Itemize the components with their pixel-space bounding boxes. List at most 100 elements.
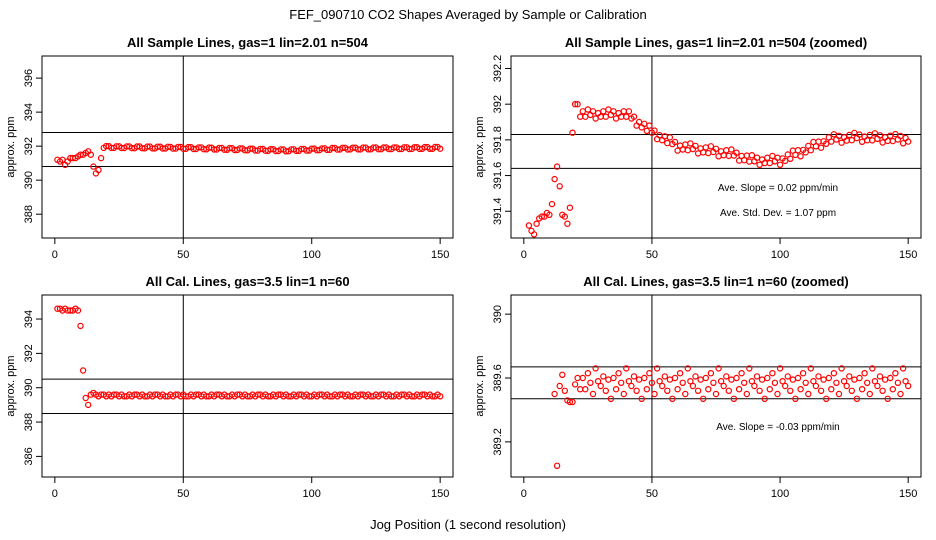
data-point (530, 231, 538, 238)
data-points (54, 305, 444, 409)
data-point (625, 378, 633, 385)
data-point (643, 386, 651, 393)
data-point (602, 113, 610, 120)
data-point (787, 155, 794, 162)
data-point (835, 390, 843, 398)
data-point (676, 370, 684, 377)
data-point (584, 106, 592, 113)
data-points (54, 142, 444, 177)
data-point (556, 183, 563, 190)
data-point (838, 365, 845, 372)
y-tick-label: 392 (23, 137, 35, 155)
x-tick-label: 100 (771, 249, 789, 261)
data-point (566, 204, 574, 211)
data-point (653, 365, 661, 372)
panel-annotation: Ave. Std. Dev. = 1.07 ppm (720, 208, 836, 219)
y-tick-label: 390 (23, 171, 35, 189)
data-point (846, 373, 853, 380)
data-point (610, 374, 617, 382)
data-point (761, 395, 768, 402)
data-point (848, 387, 856, 394)
data-point (533, 220, 540, 227)
data-point (810, 378, 817, 385)
data-point (897, 132, 904, 140)
data-point (90, 163, 97, 170)
data-point (84, 401, 92, 409)
data-point (625, 108, 633, 115)
data-point (851, 376, 858, 383)
plot-frame (510, 55, 922, 239)
data-point (866, 390, 874, 398)
x-tick-label: 0 (52, 488, 58, 500)
data-point (602, 387, 610, 394)
y-axis-label: approx. ppm (5, 116, 17, 177)
x-tick-label: 150 (431, 249, 449, 261)
data-point (869, 365, 876, 372)
data-point (825, 374, 833, 382)
panel-annotation: Ave. Slope = -0.03 ppm/min (716, 422, 840, 433)
data-points (525, 100, 912, 238)
data-point (756, 387, 763, 394)
data-point (664, 139, 671, 147)
data-point (871, 130, 879, 137)
x-tick-label: 100 (303, 488, 321, 500)
data-point (871, 378, 879, 385)
data-point (620, 108, 628, 115)
data-point (733, 149, 740, 156)
data-point (748, 378, 756, 385)
data-point (664, 387, 671, 394)
data-point (876, 373, 884, 380)
y-tick-label: 392 (492, 95, 504, 113)
data-point (656, 131, 663, 139)
data-point (659, 382, 666, 390)
data-point (569, 129, 576, 136)
data-point (553, 163, 561, 170)
data-point (559, 371, 566, 378)
x-tick-label: 100 (771, 488, 789, 500)
data-point (87, 151, 95, 158)
y-tick-label: 390 (23, 379, 35, 397)
data-point (879, 387, 886, 394)
data-point (687, 378, 694, 385)
y-tick-label: 391.6 (492, 162, 504, 190)
data-point (823, 140, 830, 147)
data-point (741, 379, 748, 386)
data-point (579, 374, 587, 382)
data-point (758, 376, 766, 383)
data-point (702, 374, 710, 382)
data-point (797, 153, 804, 160)
data-point (815, 138, 822, 145)
data-point (600, 108, 607, 115)
data-point (592, 365, 599, 372)
data-point (679, 146, 686, 153)
data-point (623, 113, 630, 120)
data-point (579, 108, 587, 115)
data-point (707, 143, 715, 150)
data-point (902, 378, 909, 385)
data-point (584, 370, 592, 377)
data-point (597, 382, 604, 390)
y-tick-label: 391.8 (492, 126, 504, 154)
data-point (630, 113, 638, 120)
data-point (720, 151, 727, 159)
data-point (817, 144, 825, 151)
data-point (546, 211, 553, 218)
data-point (799, 370, 807, 377)
data-point (437, 145, 444, 152)
data-point (674, 147, 681, 154)
data-point (571, 381, 579, 388)
data-point (646, 122, 653, 129)
data-point (807, 146, 815, 154)
data-point (566, 398, 574, 406)
data-point (577, 113, 584, 120)
data-point (569, 398, 576, 406)
y-axis-label: approx. ppm (474, 355, 486, 416)
data-point (874, 382, 881, 390)
data-point (723, 373, 730, 380)
data-point (633, 387, 640, 394)
data-point (561, 213, 569, 220)
data-point (769, 152, 776, 160)
data-point (702, 144, 710, 151)
data-point (684, 365, 692, 372)
x-tick-label: 50 (177, 488, 189, 500)
